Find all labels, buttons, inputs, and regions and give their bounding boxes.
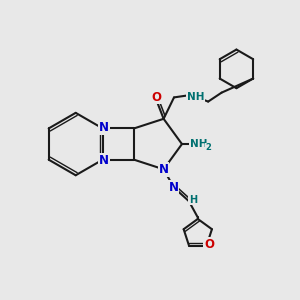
Text: N: N — [99, 122, 109, 134]
Text: N: N — [159, 163, 169, 176]
Text: O: O — [151, 91, 161, 103]
Text: NH: NH — [190, 139, 207, 149]
Text: H: H — [188, 194, 196, 204]
Text: 2: 2 — [206, 143, 211, 152]
Text: NH: NH — [187, 92, 205, 102]
Text: O: O — [204, 238, 214, 251]
Text: N: N — [168, 181, 178, 194]
Text: H: H — [189, 195, 197, 205]
Text: N: N — [99, 154, 109, 167]
